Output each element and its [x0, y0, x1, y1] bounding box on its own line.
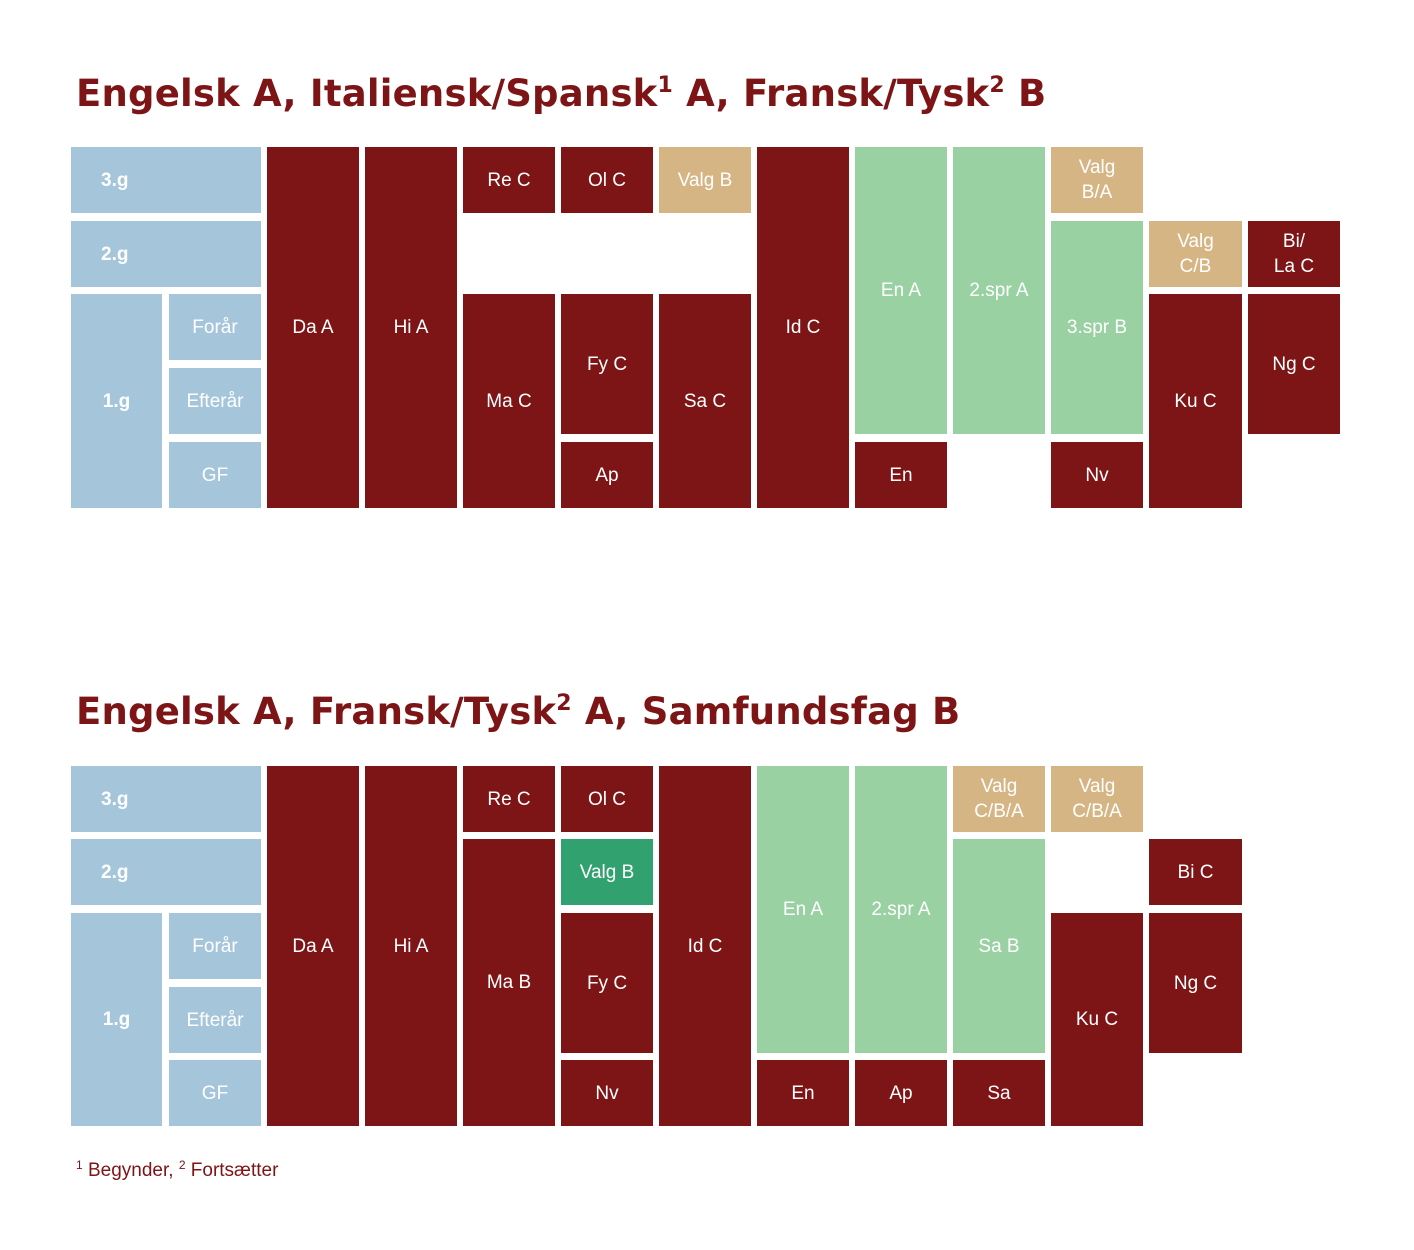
subject-ku-cell: Ku C	[1051, 913, 1143, 1126]
subject-nv-cell: Nv	[1051, 442, 1143, 508]
title-text: B	[1004, 72, 1047, 115]
footnote-marker: 1	[76, 1158, 83, 1172]
year-1g-cell: 1.g	[71, 294, 162, 508]
year-1g-cell: 1.g	[71, 913, 162, 1126]
subject-re-cell: Re C	[463, 147, 555, 213]
title-text: A, Samfundsfag B	[571, 690, 961, 733]
subject-sa-cell: Sa C	[659, 294, 751, 508]
title-text: Engelsk A, Fransk/Tysk	[76, 690, 557, 733]
subject-ol-cell: Ol C	[561, 766, 653, 832]
subject-bi-la-cell: Bi/ La C	[1248, 221, 1340, 287]
year-3g-cell: 3.g	[71, 766, 261, 832]
subject-hi-cell: Hi A	[365, 766, 457, 1126]
title-text: Engelsk A, Italiensk/Spansk	[76, 72, 658, 115]
elective-valg-b-cell: Valg B	[659, 147, 751, 213]
subject-ng-cell: Ng C	[1149, 913, 1242, 1053]
elective-valg-cba-cell: Valg C/B/A	[953, 766, 1045, 832]
elective-valg-cb-cell: Valg C/B	[1149, 221, 1242, 287]
semester-gf-cell: GF	[169, 442, 261, 508]
semester-gf-cell: GF	[169, 1060, 261, 1126]
subject-en-a-cell: En A	[855, 147, 947, 434]
semester-efteraar-cell: Efterår	[169, 368, 261, 434]
title-text: A, Fransk/Tysk	[673, 72, 990, 115]
subject-ma-cell: Ma B	[463, 839, 555, 1126]
subject-ol-cell: Ol C	[561, 147, 653, 213]
subject-sa-b-cell: Sa B	[953, 839, 1045, 1053]
subject-da-cell: Da A	[267, 766, 359, 1126]
elective-valg-cba-2-cell: Valg C/B/A	[1051, 766, 1143, 832]
subject-nv-cell: Nv	[561, 1060, 653, 1126]
subject-sa-cell: Sa	[953, 1060, 1045, 1126]
elective-valg-b-cell: Valg B	[561, 839, 653, 905]
footnote-marker: 2	[178, 1158, 186, 1172]
footnote-marker: 2	[989, 73, 1005, 98]
elective-valg-ba-cell: Valg B/A	[1051, 147, 1143, 213]
semester-foraar-cell: Forår	[169, 913, 261, 979]
subject-bi-cell: Bi C	[1149, 839, 1242, 905]
subject-da-cell: Da A	[267, 147, 359, 508]
subject-ma-cell: Ma C	[463, 294, 555, 508]
year-2g-cell: 2.g	[71, 221, 261, 287]
footnote-marker: 1	[657, 73, 673, 98]
subject-en-cell: En	[855, 442, 947, 508]
year-2g-cell: 2.g	[71, 839, 261, 905]
footnote-marker: 2	[556, 691, 572, 716]
subject-fy-cell: Fy C	[561, 294, 653, 434]
subject-en-a-cell: En A	[757, 766, 849, 1053]
subject-ku-cell: Ku C	[1149, 294, 1242, 508]
subject-ng-cell: Ng C	[1248, 294, 1340, 434]
footnote-text: Fortsætter	[185, 1160, 279, 1181]
subject-re-cell: Re C	[463, 766, 555, 832]
subject-hi-cell: Hi A	[365, 147, 457, 508]
diagram2-title: Engelsk A, Fransk/Tysk2 A, Samfundsfag B	[76, 690, 960, 734]
footnote: 1 Begynder, 2 Fortsætter	[76, 1158, 279, 1182]
subject-ap-cell: Ap	[855, 1060, 947, 1126]
subject-en-cell: En	[757, 1060, 849, 1126]
subject-id-cell: Id C	[757, 147, 849, 508]
diagram1-title: Engelsk A, Italiensk/Spansk1 A, Fransk/T…	[76, 72, 1046, 116]
subject-id-cell: Id C	[659, 766, 751, 1126]
subject-2spr-cell: 2.spr A	[855, 766, 947, 1053]
footnote-text: Begynder,	[82, 1160, 179, 1181]
semester-foraar-cell: Forår	[169, 294, 261, 360]
subject-3spr-cell: 3.spr B	[1051, 221, 1143, 434]
subject-ap-cell: Ap	[561, 442, 653, 508]
subject-fy-cell: Fy C	[561, 913, 653, 1053]
semester-efteraar-cell: Efterår	[169, 987, 261, 1053]
subject-2spr-cell: 2.spr A	[953, 147, 1045, 434]
year-3g-cell: 3.g	[71, 147, 261, 213]
